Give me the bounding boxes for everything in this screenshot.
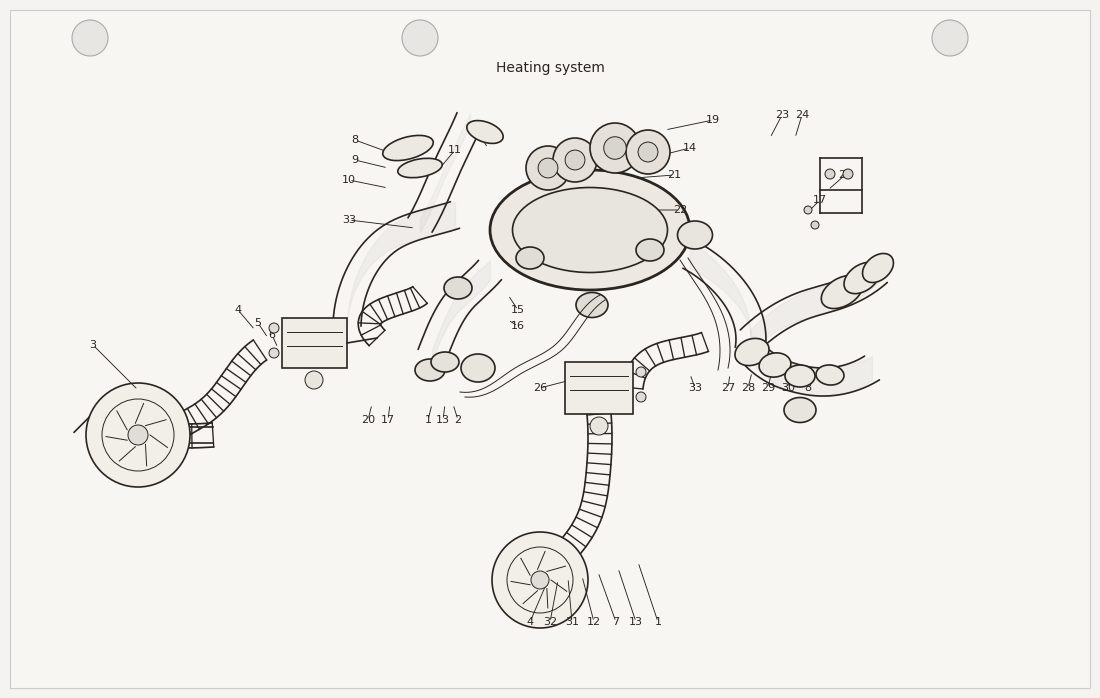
- Ellipse shape: [415, 359, 446, 381]
- Text: 28: 28: [741, 383, 755, 393]
- Ellipse shape: [678, 221, 713, 249]
- Ellipse shape: [490, 170, 690, 290]
- Text: 8: 8: [351, 135, 359, 145]
- Circle shape: [843, 169, 852, 179]
- Text: 25: 25: [838, 170, 853, 180]
- Text: 5: 5: [254, 318, 262, 328]
- Text: 8: 8: [804, 383, 812, 393]
- Text: 1: 1: [425, 415, 431, 425]
- Text: 31: 31: [565, 617, 579, 627]
- Circle shape: [72, 20, 108, 56]
- Text: 4: 4: [527, 617, 534, 627]
- Circle shape: [804, 206, 812, 214]
- Ellipse shape: [844, 262, 880, 294]
- Text: 24: 24: [795, 110, 810, 120]
- Circle shape: [626, 130, 670, 174]
- Circle shape: [932, 20, 968, 56]
- Circle shape: [531, 571, 549, 589]
- Text: 29: 29: [761, 383, 776, 393]
- Text: 20: 20: [361, 415, 375, 425]
- Ellipse shape: [816, 365, 844, 385]
- Circle shape: [590, 123, 640, 173]
- Text: 30: 30: [781, 383, 795, 393]
- Text: 2: 2: [454, 415, 462, 425]
- FancyBboxPatch shape: [282, 318, 346, 368]
- Text: 3: 3: [89, 340, 97, 350]
- Text: 13: 13: [436, 415, 450, 425]
- Circle shape: [825, 169, 835, 179]
- Circle shape: [590, 417, 608, 435]
- Text: 17: 17: [813, 195, 827, 205]
- Text: 27: 27: [720, 383, 735, 393]
- Ellipse shape: [398, 158, 442, 178]
- Ellipse shape: [636, 239, 664, 261]
- Text: 15: 15: [512, 305, 525, 315]
- Text: 9: 9: [351, 155, 359, 165]
- Text: 6: 6: [268, 330, 275, 340]
- Circle shape: [811, 221, 819, 229]
- Circle shape: [538, 158, 558, 178]
- Ellipse shape: [431, 352, 459, 372]
- Ellipse shape: [862, 253, 893, 283]
- Ellipse shape: [785, 365, 815, 387]
- Ellipse shape: [735, 339, 769, 366]
- Circle shape: [604, 137, 626, 159]
- Text: 33: 33: [688, 383, 702, 393]
- Circle shape: [636, 367, 646, 377]
- Circle shape: [305, 371, 323, 389]
- Text: 16: 16: [512, 321, 525, 331]
- Ellipse shape: [516, 247, 544, 269]
- Circle shape: [492, 532, 588, 628]
- Circle shape: [638, 142, 658, 162]
- Text: 17: 17: [381, 415, 395, 425]
- Circle shape: [86, 383, 190, 487]
- Circle shape: [402, 20, 438, 56]
- Text: 26: 26: [532, 383, 547, 393]
- Text: Heating system: Heating system: [496, 61, 604, 75]
- Ellipse shape: [576, 292, 608, 318]
- Text: 12: 12: [587, 617, 601, 627]
- Circle shape: [636, 392, 646, 402]
- Text: 18: 18: [469, 125, 483, 135]
- Ellipse shape: [444, 277, 472, 299]
- Text: 23: 23: [774, 110, 789, 120]
- Circle shape: [553, 138, 597, 182]
- Ellipse shape: [759, 353, 791, 377]
- Text: 21: 21: [667, 170, 681, 180]
- Text: 7: 7: [613, 617, 619, 627]
- Ellipse shape: [822, 276, 862, 309]
- Text: 19: 19: [706, 115, 721, 125]
- Circle shape: [565, 150, 585, 170]
- Circle shape: [526, 146, 570, 190]
- Text: 4: 4: [234, 305, 242, 315]
- Ellipse shape: [383, 135, 433, 161]
- FancyBboxPatch shape: [10, 10, 1090, 688]
- Text: 32: 32: [543, 617, 557, 627]
- FancyBboxPatch shape: [565, 362, 632, 414]
- Text: 1: 1: [654, 617, 661, 627]
- Circle shape: [270, 323, 279, 333]
- Ellipse shape: [513, 188, 668, 272]
- Text: 11: 11: [448, 145, 462, 155]
- Text: 14: 14: [683, 143, 697, 153]
- Ellipse shape: [784, 397, 816, 422]
- Text: 33: 33: [342, 215, 356, 225]
- Circle shape: [270, 348, 279, 358]
- Text: 10: 10: [342, 175, 356, 185]
- Text: 7: 7: [285, 343, 292, 353]
- Ellipse shape: [466, 121, 503, 143]
- Text: 22: 22: [673, 205, 688, 215]
- Circle shape: [128, 425, 148, 445]
- Text: 13: 13: [629, 617, 644, 627]
- Ellipse shape: [461, 354, 495, 382]
